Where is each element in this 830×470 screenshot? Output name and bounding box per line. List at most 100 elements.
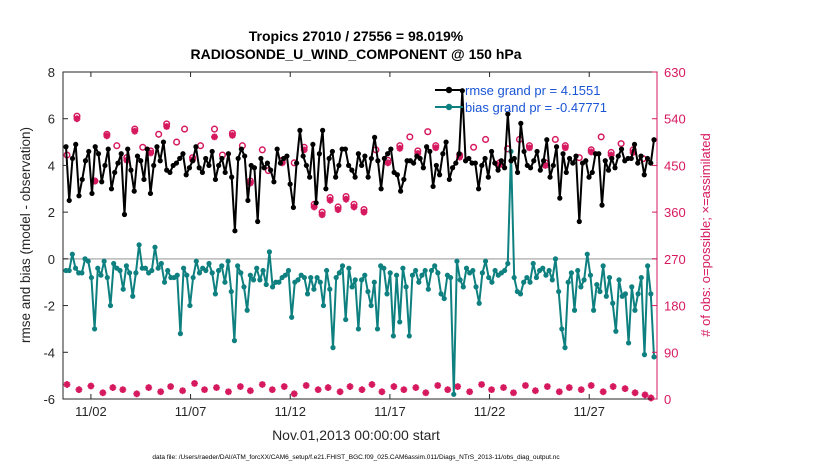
bias-point <box>540 265 546 271</box>
rmse-point <box>76 193 82 199</box>
bias-point <box>314 274 320 281</box>
rmse-point <box>320 127 326 133</box>
rmse-point <box>102 162 108 169</box>
bias-point <box>66 267 72 274</box>
bias-point <box>562 345 568 351</box>
rmse-point <box>394 172 400 178</box>
bias-point <box>244 307 250 313</box>
obs-possible-marker <box>482 135 490 144</box>
rmse-point <box>430 183 436 190</box>
rmse-point <box>131 188 137 194</box>
rmse-point <box>482 155 488 162</box>
rmse-point <box>511 155 517 162</box>
rmse-point <box>411 160 417 166</box>
rmse-point <box>134 153 141 159</box>
obs-possible-marker <box>470 143 478 151</box>
rmse-point <box>492 160 498 166</box>
rmse-point <box>115 160 121 166</box>
bias-point <box>606 274 613 281</box>
obs-assimilated-marker <box>360 208 368 216</box>
bias-point <box>502 267 508 274</box>
bias-point <box>409 272 416 278</box>
rmse-point <box>79 176 85 183</box>
obs-assimilated-marker <box>63 381 71 388</box>
rmse-point <box>609 155 615 162</box>
rmse-point <box>118 151 124 157</box>
bias-point <box>422 267 428 274</box>
rmse-point <box>385 151 391 157</box>
bias-point <box>587 272 594 278</box>
rmse-point <box>521 148 527 155</box>
rmse-point <box>300 153 306 159</box>
rmse-point <box>310 141 316 148</box>
rmse-point <box>583 158 589 164</box>
rmse-point <box>589 169 595 176</box>
legend-rmse-marker <box>445 86 453 94</box>
legend-bias-label: bias grand pr = -0.47771 <box>465 100 607 115</box>
y-left-tick-label: 6 <box>48 112 55 127</box>
bias-point <box>625 340 632 346</box>
obs-assimilated-marker <box>342 195 350 203</box>
bias-point <box>568 270 574 276</box>
rmse-point <box>349 167 355 173</box>
obs-assimilated-marker <box>368 381 376 388</box>
obs-possible-marker <box>406 133 414 141</box>
rmse-point <box>566 155 573 162</box>
bias-point <box>594 281 600 288</box>
obs-assimilated-marker <box>314 386 322 394</box>
rmse-point <box>615 153 621 159</box>
bias-point <box>390 333 396 339</box>
obs-assimilated-marker <box>444 386 452 394</box>
rmse-point <box>209 148 215 155</box>
rmse-point <box>316 151 322 157</box>
rmse-point <box>433 162 439 169</box>
obs-assimilated-marker <box>131 127 139 135</box>
bias-point <box>88 274 95 281</box>
bias-point <box>597 288 603 295</box>
rmse-point <box>222 169 228 176</box>
bias-point <box>559 326 565 332</box>
rmse-point <box>329 148 335 155</box>
rmse-point <box>251 165 258 171</box>
rmse-point <box>638 153 644 159</box>
bias-point <box>556 288 562 295</box>
bias-point <box>571 307 578 313</box>
obs-assimilated-marker <box>500 384 507 391</box>
rmse-point <box>112 169 118 176</box>
rmse-point <box>485 174 491 180</box>
rmse-point <box>238 146 245 152</box>
bias-point <box>193 258 199 264</box>
rmse-point <box>199 169 206 176</box>
bias-point <box>460 284 466 290</box>
bias-point <box>324 267 330 274</box>
bias-point <box>451 391 457 397</box>
bias-point <box>362 272 368 278</box>
rmse-point <box>527 165 534 171</box>
rmse-point <box>193 144 199 150</box>
rmse-point <box>232 228 238 234</box>
bias-point <box>142 265 149 271</box>
y-right-tick-label: 630 <box>664 65 686 80</box>
bias-point <box>489 279 495 285</box>
bias-point <box>457 277 463 283</box>
rmse-point <box>190 158 196 164</box>
obs-possible-marker <box>155 130 163 138</box>
bias-point <box>104 274 110 281</box>
obs-possible-marker <box>617 140 625 148</box>
obs-possible-marker <box>597 133 605 141</box>
rmse-point <box>121 211 128 218</box>
bias-point <box>492 267 498 274</box>
rmse-point <box>375 158 381 164</box>
rmse-point <box>86 148 92 155</box>
bias-point <box>327 286 333 292</box>
y-right-tick-label: 0 <box>664 392 671 407</box>
obs-assimilated-marker <box>103 132 111 140</box>
bias-point <box>435 270 441 276</box>
rmse-point <box>225 151 232 157</box>
obs-possible-marker <box>173 138 181 146</box>
rmse-point <box>573 153 579 159</box>
bias-point <box>330 345 336 351</box>
rmse-point <box>268 167 274 173</box>
bias-point <box>603 293 609 299</box>
